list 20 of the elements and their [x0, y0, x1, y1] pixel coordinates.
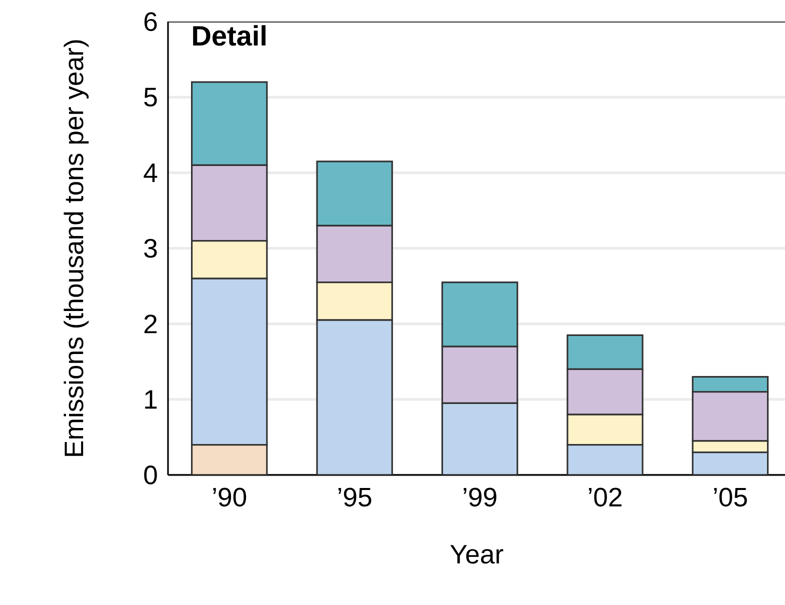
x-tick-label: ’02	[588, 488, 622, 507]
bar	[191, 278, 268, 446]
y-tick-label: 2	[144, 314, 157, 334]
y-tick-label: 4	[144, 164, 158, 182]
bar	[316, 319, 393, 475]
x-tick-label: ’90	[213, 488, 246, 507]
x-axis-title: Year	[450, 545, 504, 564]
y-tick-label: 1	[145, 390, 157, 409]
y-axis-title: Emissions (thousand tons per year)	[64, 40, 89, 456]
x-tick-label: ’99	[464, 488, 496, 507]
x-tick-label: ’95	[338, 488, 372, 507]
chart-title: Detail	[193, 25, 266, 46]
y-tick-label: 5	[144, 88, 157, 107]
bar	[692, 452, 769, 475]
y-tick-label: 0	[144, 466, 157, 484]
bar	[441, 402, 518, 475]
y-tick-label: 6	[144, 12, 157, 32]
bar	[566, 444, 644, 475]
y-tick-label: 3	[144, 238, 157, 258]
x-tick-label: ’05	[714, 488, 747, 507]
